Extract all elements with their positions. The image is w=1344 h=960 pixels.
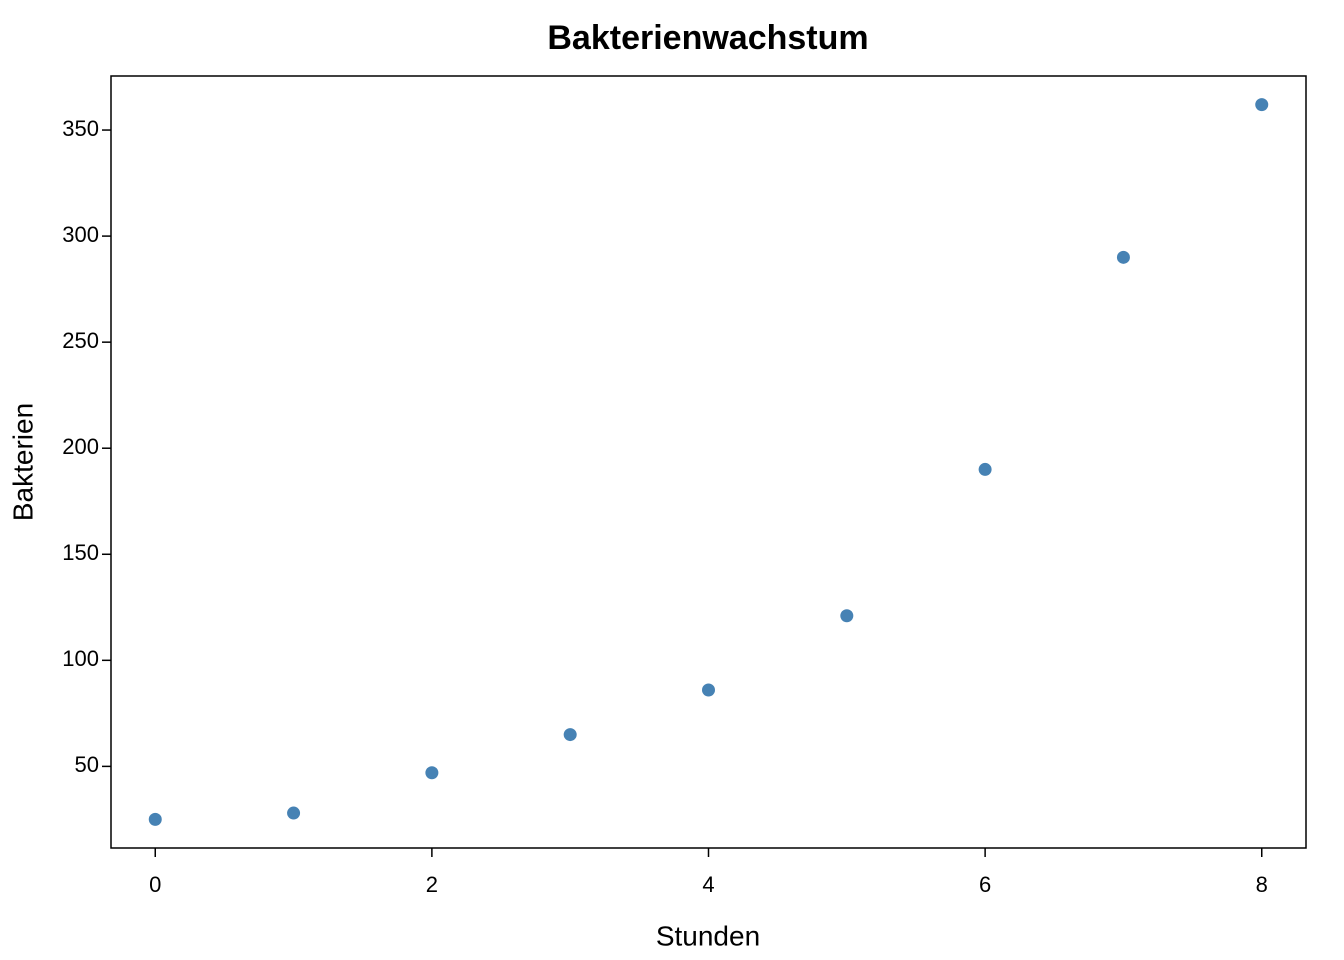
- x-axis-label: Stunden: [656, 920, 760, 951]
- data-point: [148, 812, 162, 826]
- data-point: [702, 683, 715, 697]
- chart-title: Bakterienwachstum: [547, 19, 868, 57]
- y-axis-label: Bakterien: [7, 403, 38, 521]
- y-tick-label: 250: [62, 328, 99, 353]
- x-tick-label: 4: [702, 872, 714, 897]
- data-point: [978, 462, 992, 476]
- x-tick-label: 2: [426, 872, 438, 897]
- y-tick-label: 150: [62, 540, 99, 565]
- y-tick-label: 300: [62, 222, 99, 247]
- y-tick-label: 100: [62, 646, 99, 671]
- y-tick-label: 200: [62, 434, 99, 459]
- x-tick-label: 6: [979, 872, 991, 897]
- data-point: [1116, 250, 1130, 264]
- data-point: [563, 728, 577, 742]
- plot-frame: [110, 75, 1307, 849]
- y-tick-label: 50: [75, 752, 99, 777]
- data-point: [1255, 98, 1269, 112]
- y-tick-label: 350: [62, 116, 99, 141]
- data-point: [425, 766, 439, 780]
- data-point: [287, 806, 301, 820]
- x-tick-label: 8: [1256, 872, 1268, 897]
- x-tick-label: 0: [149, 872, 161, 897]
- data-point: [840, 609, 854, 623]
